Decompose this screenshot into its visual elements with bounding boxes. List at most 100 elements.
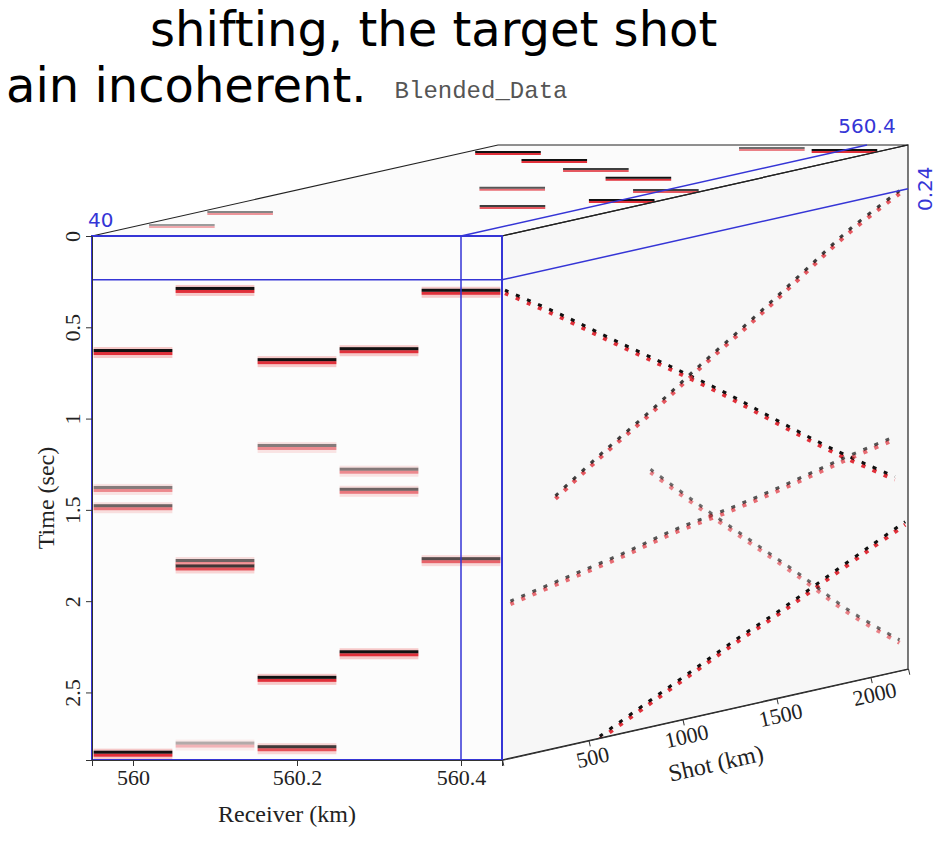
event-halo [94,484,173,495]
top-marks [149,148,877,227]
slice-trough [149,226,215,228]
event-halo [340,648,419,659]
axis-title: Shot (km) [666,740,766,787]
tick: 0.5 [60,314,92,342]
slice-peak [521,159,587,161]
event-halo [258,674,337,685]
slice-line [460,236,462,760]
slice-trough [563,170,629,172]
slide-text: shifting, the target shot [150,1,717,57]
event-peak [258,358,337,361]
event-halo [258,442,337,453]
event-trough [258,447,337,450]
event-peak [258,444,337,447]
event-trough [258,361,337,364]
event-halo [176,740,255,751]
event-halo [340,486,419,497]
event-peak [258,676,337,679]
event-trough [505,293,895,479]
slice-trough [479,189,545,191]
slice-peak [149,224,215,226]
event-halo [258,743,337,754]
right-marks [505,191,905,740]
slice-trough [739,149,805,151]
tick-label: 560 [117,765,150,790]
event-trough [650,472,899,643]
tick-mark [86,510,92,511]
event-trough [340,491,419,494]
front-face-edge [92,236,502,760]
slide-text: ain incoherent. [6,57,367,113]
event-trough [340,350,419,353]
event-peak [176,559,255,562]
slice-peak [207,211,273,213]
event-peak [94,349,173,352]
slice-line [502,189,908,280]
event-peak [176,564,255,567]
z-axis: 500100015002000Shot (km) [502,669,922,821]
tick-label: 1500 [756,698,804,732]
front-face [92,236,502,760]
tick: 1000 [661,715,710,754]
event-trough [94,754,173,757]
event-halo [340,466,419,477]
event-trough [340,653,419,656]
slice-peak [606,177,672,179]
event-peak [176,287,255,290]
event-halo [258,356,337,367]
tick: 2 [60,596,92,607]
slice-label: 40 [88,208,113,232]
event-peak [94,751,173,754]
slice-trough [475,153,541,155]
event-halo [94,347,173,358]
tick-mark [86,692,92,693]
event-peak [258,745,337,748]
tick-label: 1000 [662,719,710,753]
right-face [502,145,908,760]
slice-peak [563,168,629,170]
slice-trough [521,161,587,163]
event-halo [94,502,173,513]
event-peak [650,469,899,640]
tick-label: 2.5 [60,679,85,707]
event-peak [94,504,173,507]
axis-line [86,237,93,761]
slice-trough [207,213,273,215]
slice-label: 560.4 [838,114,895,138]
tick: 1500 [755,694,804,733]
event-halo [340,345,419,356]
tick-label: 0.5 [60,314,85,342]
chart-title: Blended_Data [395,78,568,105]
tick: 1 [60,414,92,425]
tick-label: 1 [60,414,85,425]
top-face-edge [92,145,908,236]
event-peak [340,488,419,491]
tick-mark [86,419,92,420]
event-trough [340,471,419,474]
event-peak [550,191,900,501]
event-trough [510,439,894,604]
event-halo [94,749,173,760]
axis-title: Time (sec) [33,447,59,549]
event-halo [176,285,255,296]
event-peak [340,650,419,653]
tick: 560.4 [437,760,487,790]
x-axis: 560560.2560.4 [93,760,503,790]
chart-container: shifting, the target shotain incoherent.… [0,0,943,842]
tick-label: 1.5 [60,497,85,524]
slice-line [461,145,867,236]
event-trough [258,679,337,682]
event-halo [176,562,255,573]
slice-trough [633,191,699,193]
tick-label: 2 [60,596,85,607]
tick-label: 500 [574,741,612,773]
event-trough [176,290,255,293]
event-peak [340,347,419,350]
tick-mark [86,236,92,237]
event-peak [510,436,894,601]
event-trough [94,507,173,510]
slice-label: 0.24 [913,167,937,212]
front-marks [94,285,501,760]
tick: 2.5 [60,679,92,707]
tick-mark [86,601,92,602]
